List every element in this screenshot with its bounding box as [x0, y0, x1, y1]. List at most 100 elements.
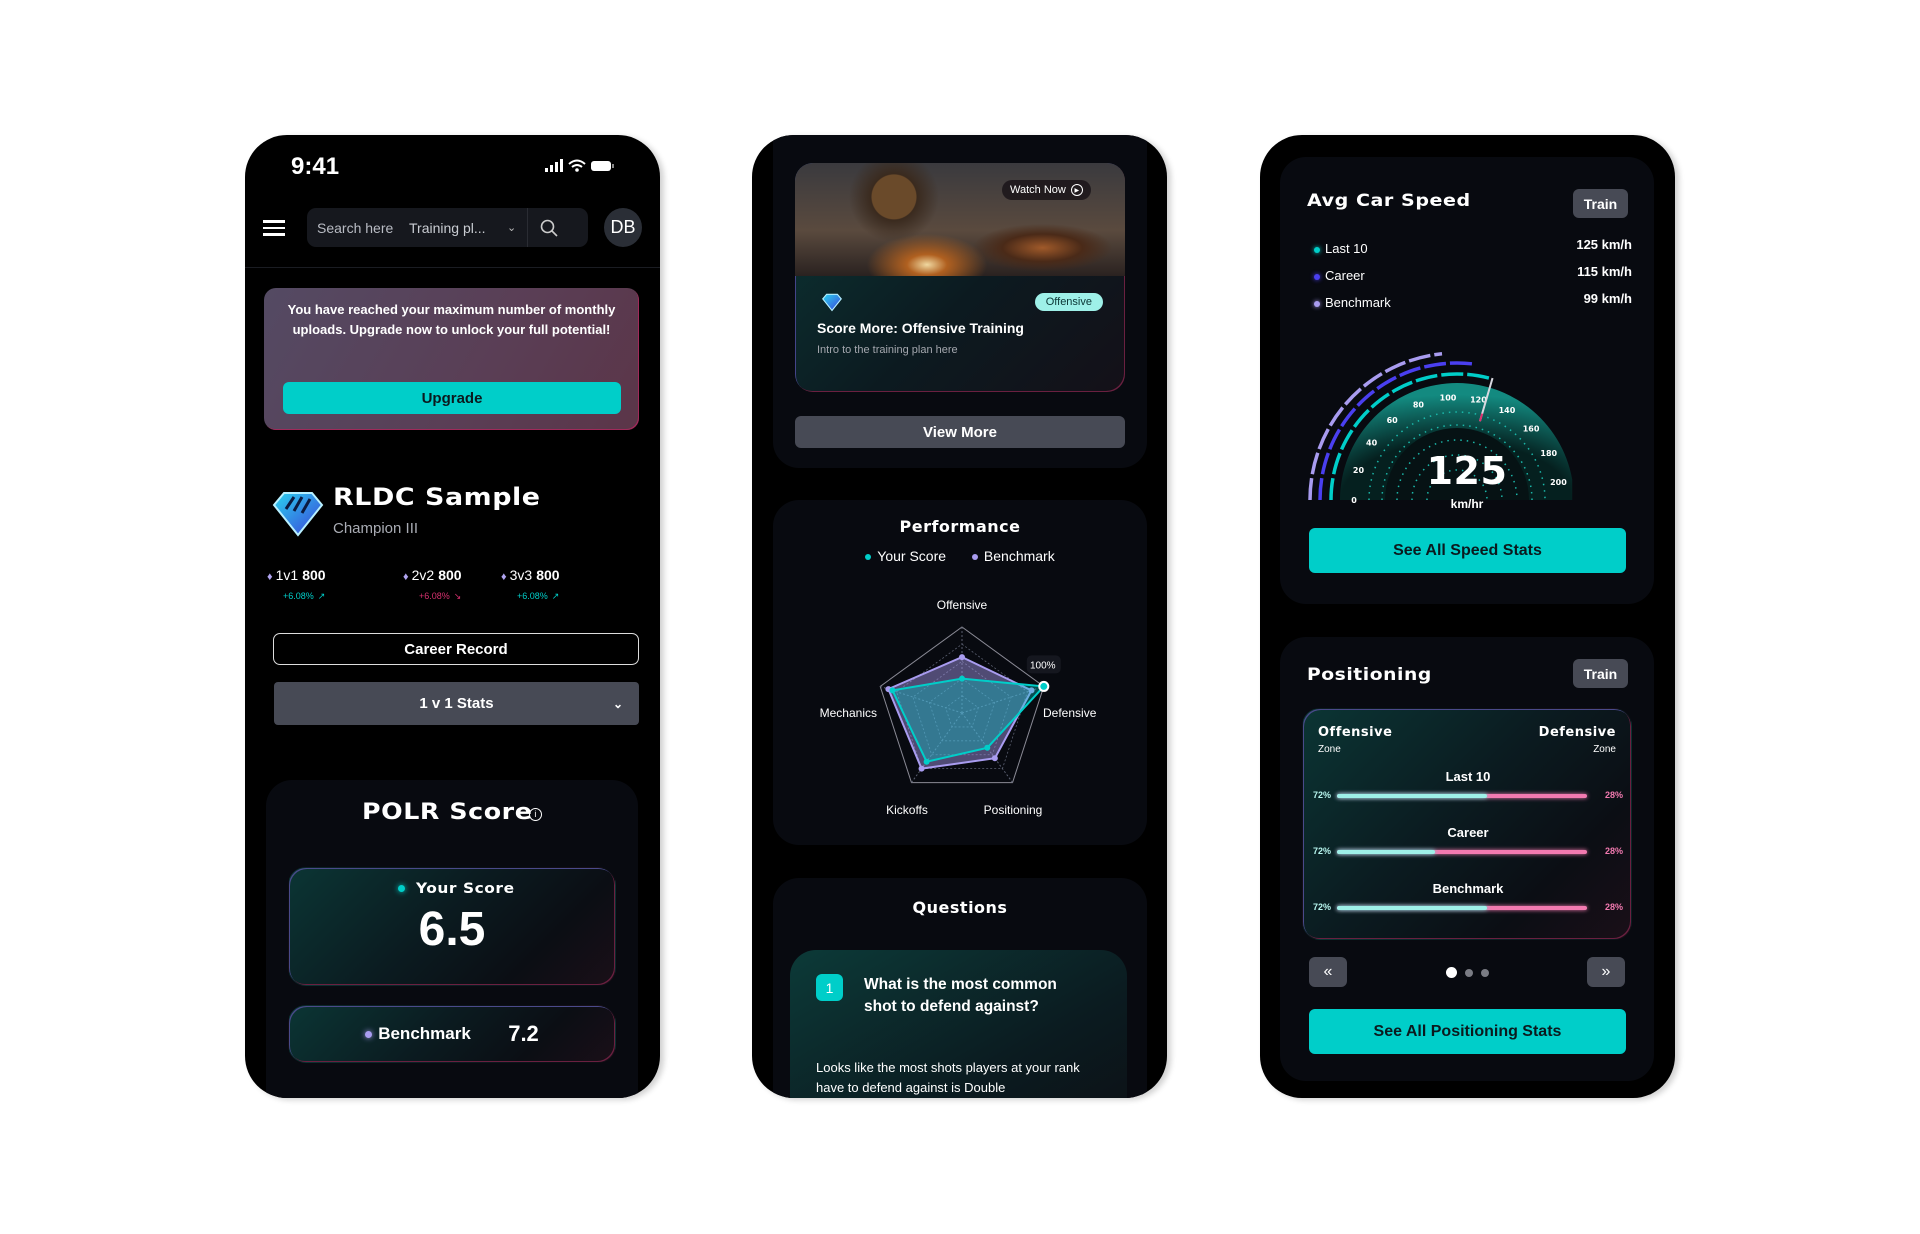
rank-badge-icon: ♦ — [501, 571, 507, 583]
radar-tooltip-text: 100% — [1030, 660, 1056, 671]
gauge-tick-label: 200 — [1550, 478, 1567, 487]
split-bar-offensive-fill — [1337, 794, 1487, 798]
profile-name: RLDC Sample — [333, 483, 541, 511]
speed-value: 115 km/h — [1577, 264, 1632, 279]
page-dot[interactable] — [1480, 968, 1489, 977]
bar-left-value: 72% — [1313, 846, 1332, 856]
gauge-tick-label: 0 — [1351, 496, 1357, 505]
rank-ratings: ♦ 1v1 800 +6.08% ↗ ♦ 2v2 800 +6.08% ↘ ♦ 3v3 800 +6.08… — [267, 567, 639, 607]
rank-change: +6.08% ↗ — [517, 591, 597, 602]
radar-point[interactable] — [1028, 687, 1035, 694]
radar-point[interactable] — [991, 755, 998, 762]
your-score-dot — [398, 885, 406, 893]
rank-rating: 800 — [536, 567, 560, 583]
legend-dot-benchmark — [971, 554, 978, 561]
rank-3v3: ♦ 3v3 800 +6.08% ↗ — [501, 567, 597, 602]
see-all-positioning-stats-button[interactable]: See All Positioning Stats — [1309, 1009, 1626, 1054]
rank-change-value: +6.08% — [283, 591, 314, 601]
speed-label: Career — [1325, 268, 1365, 283]
speed-legend: Last 10 125 km/h Career 115 km/h Benchmark 99… — [1314, 237, 1632, 322]
gauge-tick-label: 80 — [1413, 401, 1425, 410]
avatar[interactable]: DB — [604, 208, 642, 247]
rank-1v1: ♦ 1v1 800 +6.08% ↗ — [267, 567, 363, 602]
gauge-arc-career — [1318, 361, 1476, 501]
radar-point[interactable] — [923, 758, 930, 765]
rank-rating: 800 — [438, 567, 462, 583]
banner-message: You have reached your maximum number of … — [287, 302, 616, 337]
rank-badge-icon: ♦ — [403, 571, 409, 583]
performance-title: Performance — [899, 517, 1021, 536]
question-text: What is the most common shot to defend a… — [864, 976, 1057, 1015]
menu-icon[interactable] — [263, 220, 285, 236]
bar-right-value: 28% — [1604, 902, 1623, 912]
radar-grid-ring — [945, 695, 979, 728]
gauge-dot-ring — [1368, 411, 1546, 501]
previous-button[interactable]: « — [1309, 957, 1347, 987]
trend-up-icon: ↗ — [551, 591, 560, 601]
rank-badge-icon: ♦ — [267, 571, 273, 583]
upload-limit-banner: You have reached your maximum number of … — [264, 288, 639, 430]
rank-mode: 3v3 — [509, 567, 533, 583]
gauge-tick-label: 120 — [1470, 395, 1487, 404]
radar-highlight-point[interactable] — [1038, 680, 1050, 692]
rank-diamond-icon — [272, 492, 324, 537]
questions-card: Questions 1 What is the most common shot… — [773, 878, 1147, 1098]
page-dot[interactable] — [1445, 967, 1457, 978]
rank-change: +6.08% ↗ — [283, 591, 363, 602]
offensive-zone-sub: Zone — [1318, 744, 1341, 755]
positioning-train-button[interactable]: Train — [1573, 659, 1628, 688]
avg-speed-card: Avg Car Speed Train Last 10 125 km/h Caree… — [1280, 157, 1654, 604]
watch-now-button[interactable]: Watch Now ▶ — [1002, 180, 1091, 200]
performance-radar-chart: 100% Offensive Defensive Positioning Kickoff… — [820, 598, 1097, 817]
defensive-zone-label: Defensive — [1538, 725, 1616, 740]
category-tag: Offensive — [1034, 293, 1103, 311]
gauge-tick-label: 160 — [1523, 424, 1540, 433]
positioning-bar-group: Benchmark 72% 28% — [1303, 881, 1633, 937]
training-video-card[interactable]: Watch Now ▶ Offensive Score More: Offens… — [795, 163, 1125, 392]
radar-axis-label: Positioning — [984, 803, 1043, 817]
rank-2v2: ♦ 2v2 800 +6.08% ↘ — [403, 567, 499, 602]
speed-dot — [1314, 246, 1320, 253]
gauge-tick-label: 180 — [1540, 449, 1557, 458]
pagination-dots — [1280, 967, 1654, 978]
info-icon[interactable]: i — [528, 808, 542, 821]
page-dot[interactable] — [1464, 968, 1473, 977]
bar-right-value: 28% — [1604, 846, 1623, 856]
positioning-bar-group: Last 10 72% 28% — [1303, 769, 1633, 825]
bar-left-value: 72% — [1313, 902, 1332, 912]
profile-rank: Champion III — [333, 520, 419, 537]
polr-title-row: POLR Score i — [266, 800, 638, 825]
radar-point[interactable] — [959, 675, 965, 682]
gauge-arc-benchmark — [1308, 352, 1443, 501]
radar-point[interactable] — [984, 744, 991, 751]
see-all-speed-stats-button[interactable]: See All Speed Stats — [1309, 528, 1626, 573]
rank-mode: 1v1 — [275, 567, 299, 583]
radar-point[interactable] — [889, 687, 896, 694]
speed-label: Last 10 — [1325, 241, 1368, 256]
radar-point[interactable] — [918, 765, 925, 772]
search-input[interactable]: Search here — [317, 219, 394, 236]
split-bar-offensive-fill — [1337, 850, 1435, 854]
chevron-down-icon[interactable]: ⌄ — [507, 222, 517, 234]
search-button[interactable] — [527, 208, 569, 247]
next-button[interactable]: » — [1587, 957, 1625, 987]
training-filter[interactable]: Training pl... — [409, 219, 486, 236]
bar-label: Last 10 — [1445, 769, 1491, 784]
speed-dot — [1314, 273, 1320, 280]
upgrade-button[interactable]: Upgrade — [283, 382, 621, 414]
radar-point[interactable] — [959, 654, 965, 661]
view-more-button[interactable]: View More — [795, 416, 1125, 448]
training-title: Score More: Offensive Training — [817, 320, 1024, 336]
speed-train-button[interactable]: Train — [1573, 189, 1628, 218]
career-record-button[interactable]: Career Record — [273, 633, 639, 665]
split-bar-offensive-fill — [1337, 906, 1487, 910]
phone-home: 9:41 Search here Training pl... ⌄ DB You… — [245, 135, 660, 1098]
speed-gauge: 0 20 40 60 80 100 120 140 160 180 200 — [1308, 352, 1573, 505]
radar-axis-label: Defensive — [1043, 706, 1097, 720]
question-item[interactable]: 1 What is the most common shot to defend… — [790, 950, 1127, 1098]
play-icon: ▶ — [1070, 184, 1083, 196]
positioning-bar-group: Career 72% 28% — [1303, 825, 1633, 881]
speed-dot — [1314, 300, 1320, 307]
status-icons — [545, 159, 614, 172]
stats-mode-select[interactable]: 1 v 1 Stats ⌄ — [274, 682, 639, 725]
